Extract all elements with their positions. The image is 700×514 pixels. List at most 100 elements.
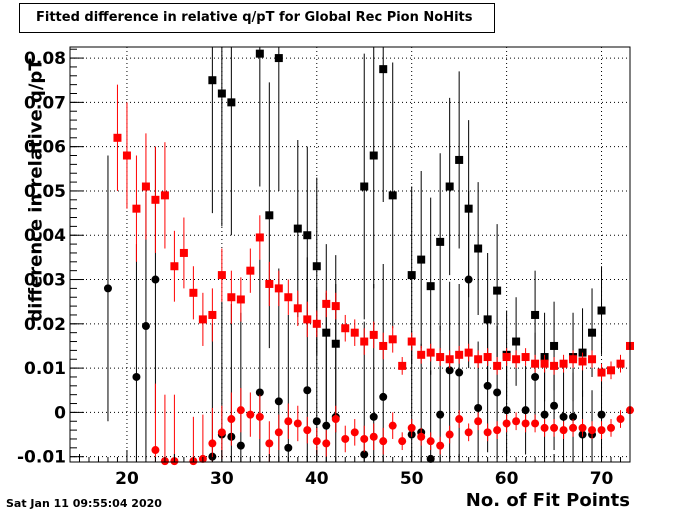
y-tick-label: 0.06: [24, 138, 66, 158]
data-point-square: [464, 348, 473, 357]
data-point-square: [246, 266, 255, 275]
data-point-circle: [379, 392, 388, 401]
data-point-square: [493, 286, 502, 295]
data-point-square: [122, 151, 131, 160]
data-point-square: [179, 248, 188, 257]
data-point-circle: [550, 423, 559, 432]
data-point-square: [360, 182, 369, 191]
data-point-square: [388, 335, 397, 344]
data-point-circle: [569, 412, 578, 421]
y-tick-label: 0.07: [24, 93, 66, 113]
data-point-circle: [132, 372, 141, 381]
data-point-circle: [502, 406, 511, 415]
data-point-circle: [217, 428, 226, 437]
data-point-circle: [284, 417, 293, 426]
data-point-circle: [493, 426, 502, 435]
data-point-square: [493, 361, 502, 370]
data-point-square: [597, 306, 606, 315]
data-point-circle: [236, 441, 245, 450]
data-point-square: [350, 328, 359, 337]
data-point-square: [521, 353, 530, 362]
data-point-square: [483, 353, 492, 362]
data-point-square: [426, 282, 435, 291]
data-point-square: [265, 279, 274, 288]
data-point-circle: [274, 428, 283, 437]
data-point-square: [578, 357, 587, 366]
data-point-circle: [597, 410, 606, 419]
data-point-circle: [255, 388, 264, 397]
data-point-circle: [531, 372, 540, 381]
data-point-square: [445, 355, 454, 364]
data-point-circle: [550, 401, 559, 410]
data-point-circle: [540, 423, 549, 432]
data-point-square: [417, 255, 426, 264]
data-point-square: [322, 299, 331, 308]
data-point-square: [474, 244, 483, 253]
data-point-square: [274, 54, 283, 63]
data-point-circle: [455, 415, 464, 424]
data-point-square: [303, 231, 312, 240]
data-point-circle: [350, 428, 359, 437]
data-point-square: [379, 65, 388, 74]
data-point-square: [208, 310, 217, 319]
x-tick-label: 40: [305, 469, 329, 489]
data-point-circle: [293, 419, 302, 428]
data-point-square: [426, 348, 435, 357]
data-point-circle: [455, 368, 464, 377]
data-point-circle: [607, 423, 616, 432]
data-point-square: [436, 353, 445, 362]
data-point-square: [293, 304, 302, 313]
timestamp: Sat Jan 11 09:55:04 2020: [6, 497, 162, 510]
data-point-circle: [379, 437, 388, 446]
data-point-square: [198, 315, 207, 324]
data-point-circle: [597, 426, 606, 435]
data-point-circle: [331, 415, 340, 424]
data-point-circle: [208, 439, 217, 448]
data-point-circle: [255, 412, 264, 421]
plot-frame: [69, 46, 631, 463]
data-point-circle: [578, 423, 587, 432]
data-point-square: [512, 355, 521, 364]
data-point-square: [217, 89, 226, 98]
data-point-square: [559, 359, 568, 368]
data-point-circle: [312, 437, 321, 446]
data-point-circle: [341, 434, 350, 443]
data-point-circle: [474, 417, 483, 426]
data-point-square: [455, 350, 464, 359]
y-tick-label: 0.03: [24, 271, 66, 291]
data-point-square: [227, 98, 236, 107]
data-point-circle: [236, 406, 245, 415]
data-point-circle: [512, 417, 521, 426]
x-tick-label: 30: [210, 469, 234, 489]
data-point-circle: [559, 412, 568, 421]
data-point-square: [170, 262, 179, 271]
data-point-square: [597, 368, 606, 377]
data-point-square: [331, 302, 340, 311]
data-point-circle: [141, 322, 150, 331]
data-point-circle: [303, 426, 312, 435]
data-point-square: [474, 355, 483, 364]
data-point-square: [540, 359, 549, 368]
data-point-circle: [322, 421, 331, 430]
data-point-square: [312, 262, 321, 271]
data-point-square: [588, 355, 597, 364]
data-point-square: [341, 324, 350, 333]
data-point-circle: [312, 417, 321, 426]
data-point-square: [445, 182, 454, 191]
data-point-circle: [464, 275, 473, 284]
data-point-square: [360, 337, 369, 346]
data-point-square: [607, 366, 616, 375]
x-tick-label: 20: [115, 469, 139, 489]
data-point-square: [293, 224, 302, 233]
data-point-circle: [588, 426, 597, 435]
data-point-square: [417, 350, 426, 359]
data-point-square: [550, 341, 559, 350]
data-point-circle: [483, 381, 492, 390]
data-point-circle: [398, 437, 407, 446]
data-point-circle: [274, 397, 283, 406]
data-point-circle: [407, 423, 416, 432]
data-point-square: [569, 355, 578, 364]
data-point-circle: [474, 403, 483, 412]
data-point-circle: [559, 426, 568, 435]
